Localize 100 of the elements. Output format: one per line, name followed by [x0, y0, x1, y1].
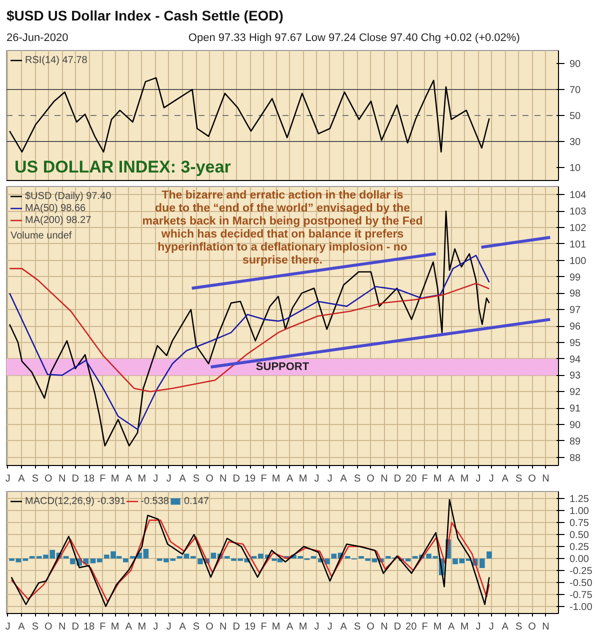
y-tick-label: 97: [570, 305, 582, 316]
x-tick-label: J: [476, 622, 481, 632]
y-tick-label: 88: [570, 452, 582, 464]
y-tick-label: 30: [570, 137, 582, 148]
x-tick-label: J: [488, 474, 494, 484]
x-tick-label: J: [5, 474, 10, 484]
y-tick-label: 104: [570, 190, 587, 202]
x-tick-label: N: [220, 622, 227, 632]
x-tick-label: D: [232, 622, 240, 632]
x-tick-label: A: [340, 474, 348, 484]
annotation: The bizarre and erratic action in the dollar is due to the “end of the world” envisaged by the markets back in March being postponed by the Fed which has decided that on balance it prefers hyperinflation to a deflationary implosion - no surprise there.: [142, 190, 423, 266]
x-tick-label: A: [448, 622, 455, 632]
x-tick-label: O: [44, 474, 53, 484]
x-tick-label: S: [515, 622, 522, 632]
x-tick-label: S: [354, 474, 361, 484]
x-tick-label: J: [153, 622, 158, 632]
x-tick-label: 19: [244, 622, 256, 632]
x-tick-label: S: [192, 474, 200, 484]
x-tick-label: N: [542, 474, 550, 484]
x-tick-label: 20: [406, 622, 418, 632]
x-tick-label: A: [125, 622, 132, 632]
x-tick-label: A: [340, 622, 348, 632]
x-tick-label: 20: [406, 474, 418, 484]
x-tick-label: A: [18, 474, 26, 484]
y-tick-label: 1.00: [570, 506, 590, 518]
x-tick-label: A: [125, 474, 132, 484]
x-tick-label: S: [515, 474, 522, 484]
x-tick-label: D: [394, 622, 402, 632]
x-tick-label: N: [542, 622, 550, 632]
y-tick-label: 70: [570, 85, 582, 96]
y-tick-label: 91: [570, 404, 582, 415]
band-label: SUPPORT: [256, 361, 310, 374]
x-tick-label: O: [366, 474, 375, 484]
x-tick-label: J: [5, 622, 10, 632]
chart-subtitle: 26-Jun-2020: [6, 32, 68, 44]
x-tick-label: O: [528, 474, 536, 484]
y-tick-label: 99: [570, 272, 582, 284]
y-tick-label: 101: [570, 239, 587, 250]
x-tick-label: N: [58, 474, 66, 484]
x-tick-label: S: [32, 474, 39, 484]
x-tick-label: J: [314, 474, 320, 484]
x-tick-label: 19: [244, 474, 256, 484]
legend-label: RSI(14) 47.78: [25, 54, 88, 66]
y-tick-label: 1.25: [570, 494, 590, 506]
x-tick-label: A: [179, 622, 186, 632]
x-tick-label: N: [58, 622, 66, 632]
x-tick-label: M: [298, 622, 308, 632]
x-tick-label: M: [110, 622, 120, 632]
x-tick-label: M: [433, 474, 442, 484]
x-tick-label: O: [206, 622, 214, 632]
annotation: US DOLLAR INDEX: 3-year: [14, 158, 232, 176]
x-tick-label: A: [502, 622, 509, 632]
legend-label: MACD(12,26,9) -0.391: [25, 495, 126, 507]
x-tick-label: N: [380, 474, 388, 484]
x-tick-label: A: [448, 474, 455, 484]
y-tick-label: 50: [570, 111, 582, 122]
x-tick-label: F: [422, 622, 428, 632]
x-tick-label: M: [298, 474, 308, 484]
x-tick-label: S: [354, 622, 361, 632]
y-tick-label: 95: [570, 338, 582, 349]
x-tick-label: F: [100, 622, 106, 632]
x-tick-label: J: [488, 622, 494, 632]
y-tick-label: 100: [570, 256, 587, 267]
x-tick-label: O: [366, 622, 375, 632]
x-tick-label: A: [18, 622, 26, 632]
y-tick-label: 0.25: [570, 542, 590, 554]
x-tick-label: F: [260, 622, 267, 632]
y-tick-label: -1.00: [570, 602, 593, 613]
x-tick-label: J: [153, 474, 158, 484]
x-tick-label: M: [272, 474, 280, 484]
x-tick-label: M: [460, 474, 469, 484]
x-tick-label: M: [460, 622, 469, 632]
y-tick-label: 102: [570, 223, 587, 234]
y-tick-label: -0.50: [570, 578, 593, 589]
x-tick-label: O: [44, 622, 53, 632]
x-tick-label: F: [260, 474, 267, 484]
x-tick-label: J: [166, 622, 172, 632]
x-tick-label: M: [138, 622, 146, 632]
legend-label: $USD (Daily) 97.40: [25, 190, 112, 202]
y-tick-label: 90: [570, 420, 582, 431]
x-tick-label: M: [138, 474, 146, 484]
x-tick-label: M: [110, 474, 120, 484]
x-tick-label: F: [422, 474, 428, 484]
x-tick-label: S: [32, 622, 39, 632]
x-tick-label: D: [72, 474, 79, 484]
x-tick-label: A: [286, 474, 294, 484]
x-tick-label: F: [100, 474, 106, 484]
y-tick-label: -0.25: [570, 566, 593, 577]
x-tick-label: 18: [83, 474, 96, 484]
x-tick-label: A: [502, 474, 509, 484]
x-tick-label: N: [380, 622, 388, 632]
x-tick-label: M: [272, 622, 280, 632]
x-tick-label: D: [394, 474, 402, 484]
legend-label: MA(50) 98.66: [25, 202, 86, 214]
legend-label: MA(200) 98.27: [25, 214, 92, 226]
y-tick-label: 89: [570, 436, 582, 448]
x-tick-label: J: [166, 474, 172, 484]
x-tick-label: J: [476, 474, 481, 484]
y-tick-label: 0.50: [570, 530, 590, 542]
x-tick-label: 18: [83, 622, 96, 632]
